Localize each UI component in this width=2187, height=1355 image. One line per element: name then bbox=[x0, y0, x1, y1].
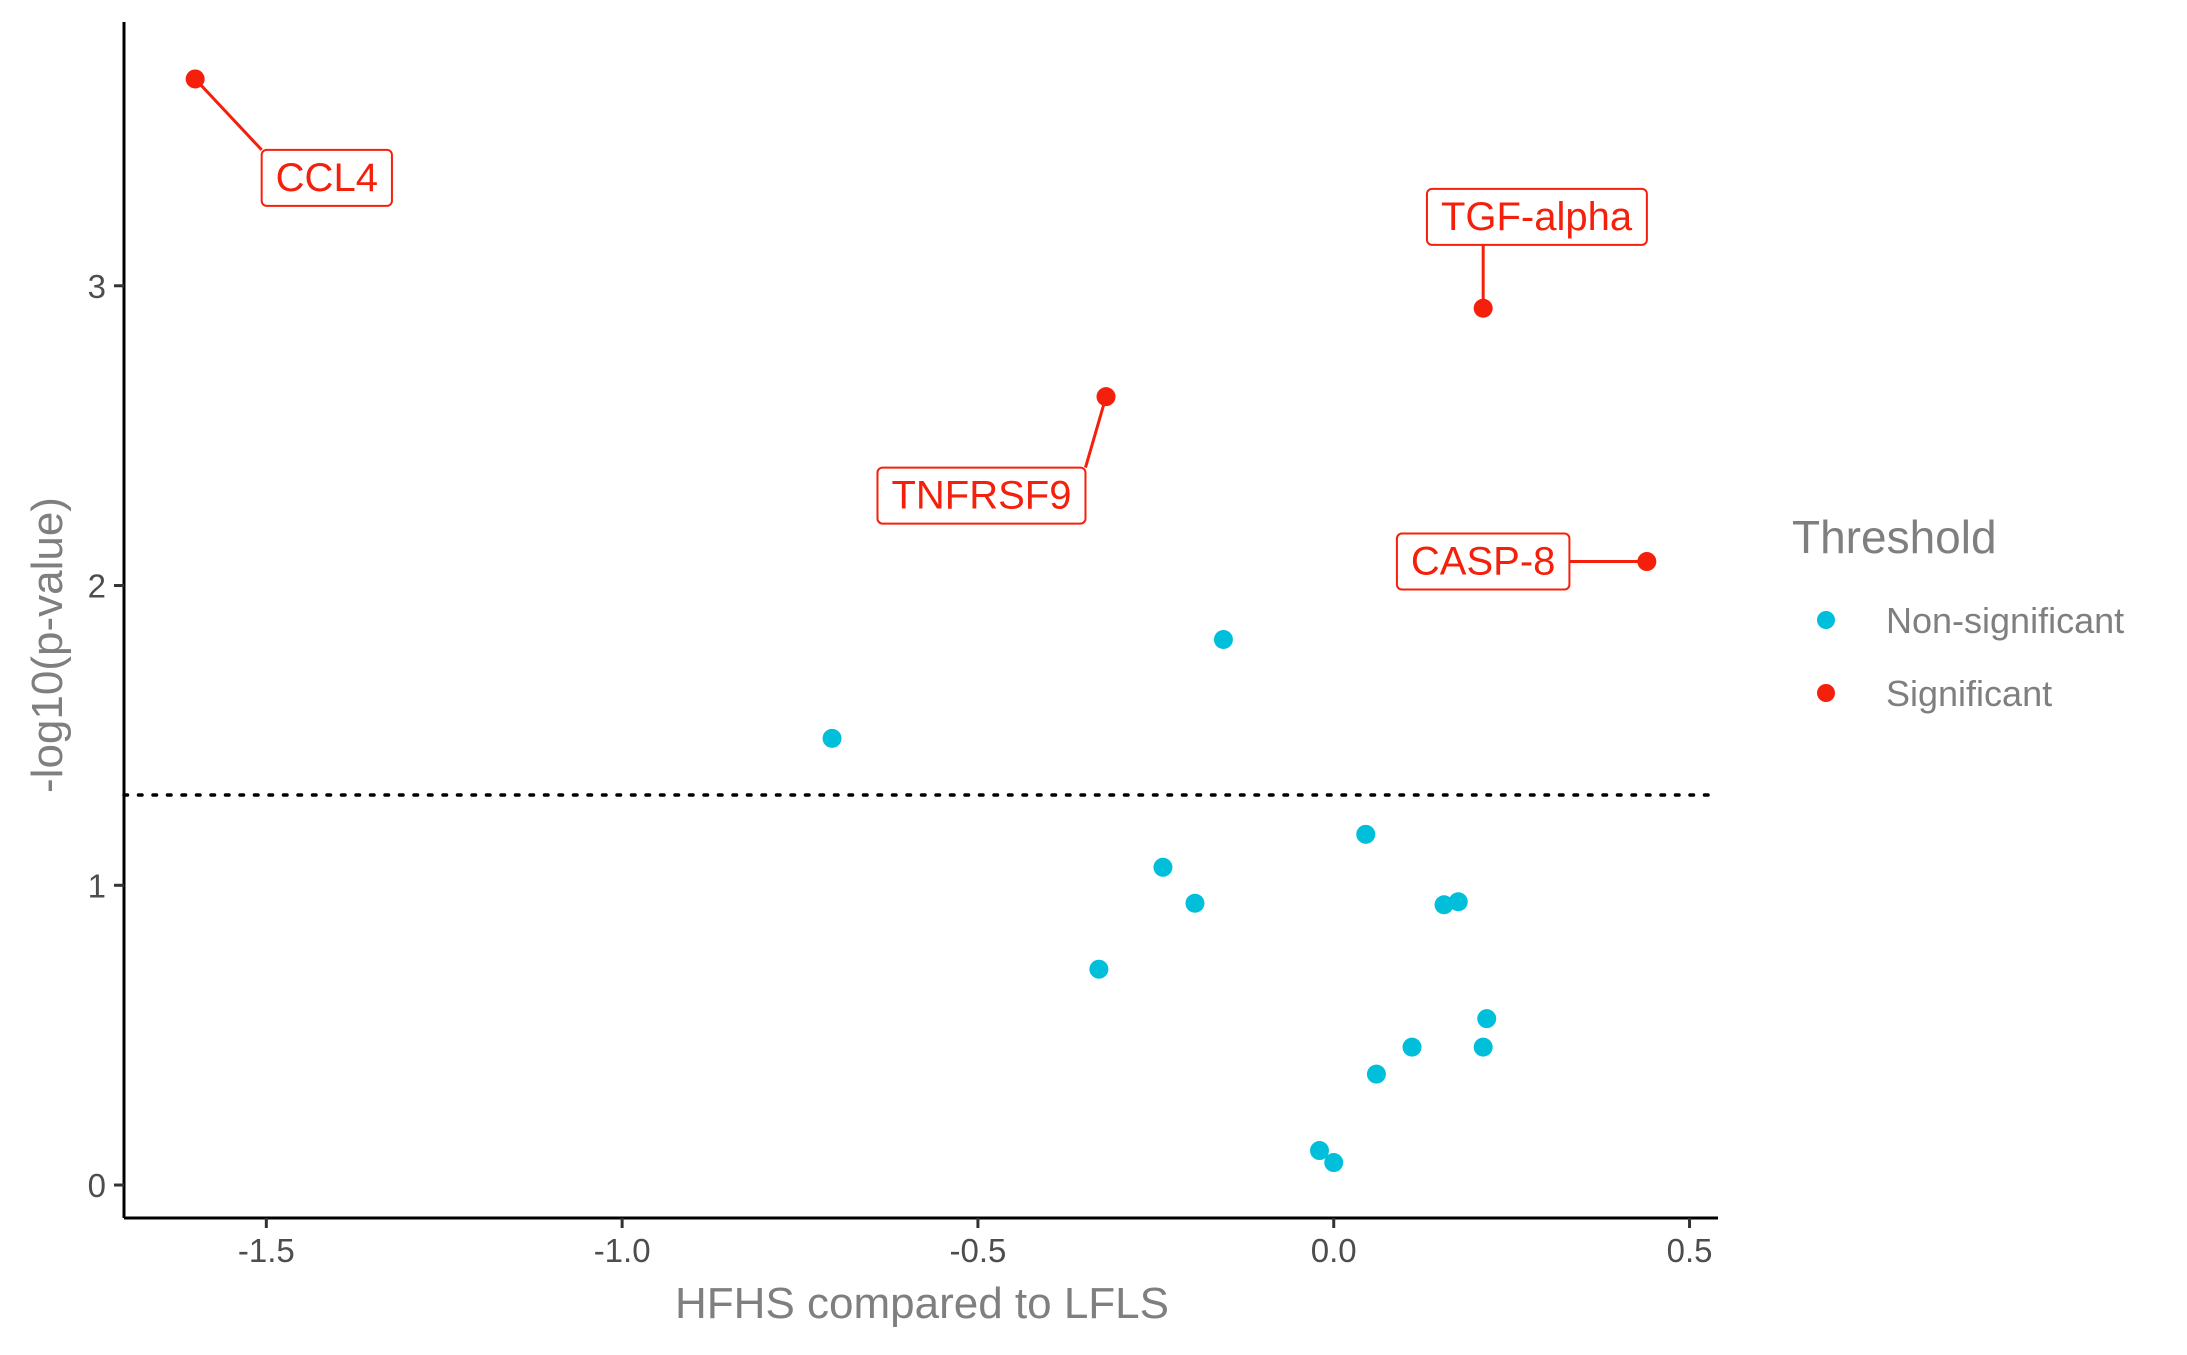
point-label-layer: CCL4 TGF-alpha TNFRSF9 CASP-8 bbox=[260, 148, 1648, 591]
legend-key-non-significant bbox=[1817, 611, 1835, 629]
axes-layer: -1.5 -1.0 -0.5 0.0 0.5 0 1 2 3 bbox=[88, 22, 1718, 1269]
y-tick-label: 0 bbox=[88, 1167, 106, 1204]
data-point-tnfrsf9 bbox=[1096, 387, 1116, 407]
y-tick-label: 1 bbox=[88, 867, 106, 904]
x-tick-label: -1.0 bbox=[594, 1232, 651, 1269]
data-point-casp-8 bbox=[1637, 552, 1657, 572]
x-tick-label: 0.0 bbox=[1311, 1232, 1357, 1269]
data-point bbox=[822, 728, 842, 748]
data-point bbox=[1473, 1037, 1493, 1057]
point-label-ccl4: CCL4 bbox=[260, 148, 393, 207]
x-axis-title: HFHS compared to LFLS bbox=[675, 1279, 1169, 1328]
legend-title: Threshold bbox=[1792, 511, 1997, 563]
data-point bbox=[1324, 1153, 1344, 1173]
data-point bbox=[1185, 893, 1205, 913]
y-tick-label: 2 bbox=[88, 568, 106, 605]
label-leader-layer bbox=[194, 77, 1647, 564]
point-label-tnfrsf9: TNFRSF9 bbox=[876, 466, 1087, 525]
data-point bbox=[1477, 1009, 1497, 1029]
point-label-text: CCL4 bbox=[276, 156, 378, 200]
x-tick-label: -0.5 bbox=[949, 1232, 1006, 1269]
data-point bbox=[1153, 857, 1173, 877]
y-axis-title: -log10(p-value) bbox=[23, 497, 72, 793]
data-point bbox=[1402, 1037, 1422, 1057]
data-point-tgf-alpha bbox=[1473, 298, 1493, 318]
point-label-text: TNFRSF9 bbox=[891, 474, 1071, 518]
data-point bbox=[1448, 892, 1468, 912]
point-label-box bbox=[1395, 532, 1571, 591]
x-tick-label: -1.5 bbox=[238, 1232, 295, 1269]
data-point bbox=[1089, 959, 1109, 979]
legend: Threshold Non-significant Significant bbox=[1792, 511, 2124, 714]
point-label-text: TGF-alpha bbox=[1441, 195, 1633, 239]
data-point bbox=[1356, 824, 1376, 844]
point-label-box bbox=[1425, 187, 1648, 246]
y-tick-label: 3 bbox=[88, 268, 106, 305]
points-layer bbox=[185, 69, 1657, 1173]
data-point bbox=[1366, 1064, 1386, 1084]
x-tick-label: 0.5 bbox=[1667, 1232, 1713, 1269]
legend-label-significant: Significant bbox=[1886, 673, 2052, 714]
point-label-text: CASP-8 bbox=[1411, 540, 1556, 584]
data-point bbox=[1310, 1141, 1329, 1161]
data-point bbox=[1213, 629, 1233, 649]
point-label-box bbox=[260, 148, 393, 207]
point-label-casp-8: CASP-8 bbox=[1395, 532, 1571, 591]
data-point bbox=[1434, 895, 1454, 915]
leader-line-tnfrsf9 bbox=[1084, 396, 1108, 469]
point-label-tgf-alpha: TGF-alpha bbox=[1425, 187, 1648, 246]
legend-key-significant bbox=[1817, 684, 1835, 702]
point-label-box bbox=[876, 466, 1087, 525]
legend-label-non-significant: Non-significant bbox=[1886, 600, 2124, 641]
leader-line-ccl4 bbox=[194, 77, 263, 151]
data-point-ccl4 bbox=[185, 69, 205, 89]
